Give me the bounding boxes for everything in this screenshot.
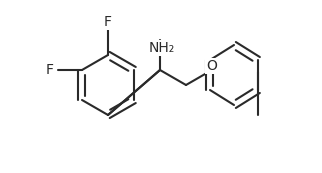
Text: F: F (46, 63, 54, 77)
Text: F: F (104, 15, 112, 29)
Text: NH₂: NH₂ (149, 41, 175, 55)
Text: O: O (206, 59, 217, 73)
